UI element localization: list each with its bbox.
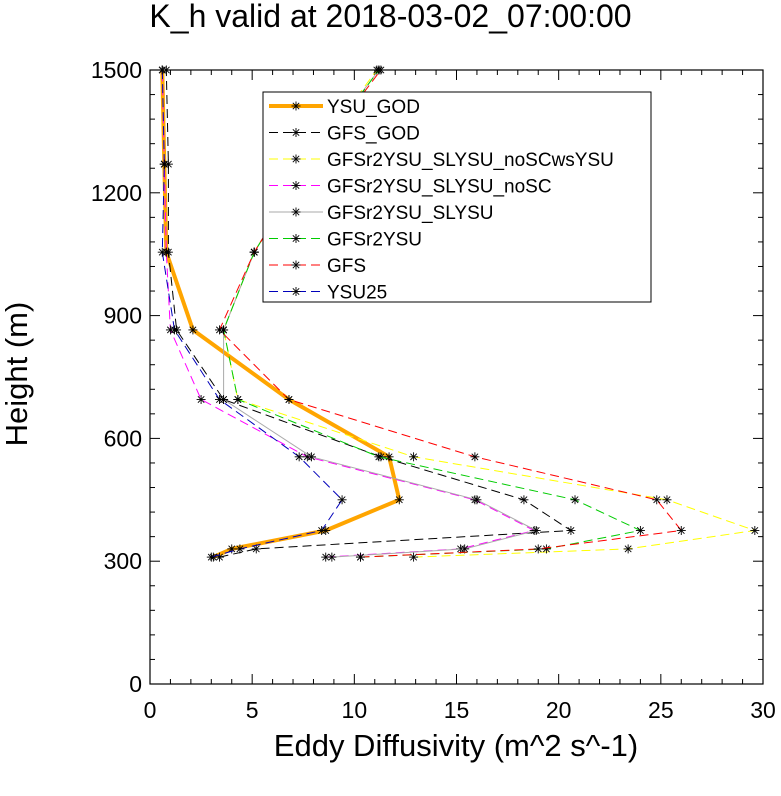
data-point-YSU25 [157, 247, 167, 257]
x-tick-label: 15 [444, 697, 470, 723]
legend-marker-GFS_GOD [291, 128, 301, 137]
y-tick-label: 600 [104, 425, 142, 451]
data-point-GFS [676, 526, 686, 535]
x-tick-label: 30 [750, 697, 776, 723]
x-tick-label: 5 [246, 697, 259, 723]
x-tick-label: 0 [144, 697, 157, 723]
y-tick-label: 300 [104, 548, 142, 574]
legend-label: GFS_GOD [327, 124, 420, 145]
data-point-YSU_GOD [227, 544, 237, 554]
legend-label: GFSr2YSU [327, 230, 422, 251]
series-line-GFS_GOD [165, 69, 572, 558]
data-point-GFS_GOD [519, 495, 529, 505]
y-tick-label: 1200 [91, 180, 142, 206]
data-point-GFS_GOD [566, 526, 576, 535]
data-point-GFSr2YSU [233, 395, 243, 405]
data-point-GFSr2YSU [570, 495, 580, 505]
legend-marker-YSU_GOD [291, 101, 301, 111]
legend-marker-GFS [291, 260, 301, 270]
legend-label: GFSr2YSU_SLYSU_noSC [327, 177, 552, 198]
data-point-YSU25 [170, 325, 180, 335]
x-tick-label: 10 [342, 697, 368, 723]
data-point-GFS [214, 325, 224, 335]
legend-marker-GFSr2YSU_SLYSU [291, 207, 301, 217]
data-point-YSU25 [159, 159, 169, 169]
data-point-GFSr2YSU_SLYSU_noSCwsYSU [750, 526, 760, 535]
legend-label: GFS [327, 256, 366, 277]
data-point-GFS [652, 495, 662, 505]
data-point-GFSr2YSU_SLYSU [531, 526, 541, 535]
series-line-GFS [219, 69, 682, 558]
data-point-GFS [355, 552, 365, 562]
y-axis-label: Height (m) [0, 301, 34, 447]
x-tick-label: 25 [648, 697, 674, 723]
data-point-GFS_GOD [214, 552, 224, 562]
data-point-GFS [533, 544, 543, 554]
data-point-GFSr2YSU_SLYSU_noSCwsYSU [623, 544, 633, 554]
data-point-YSU25 [214, 395, 224, 405]
data-point-GFSr2YSU [635, 526, 645, 535]
series-line-YSU25 [161, 69, 343, 558]
data-point-GFSr2YSU_SLYSU [306, 452, 316, 462]
y-tick-label: 1500 [91, 57, 142, 83]
data-point-GFS [470, 452, 480, 462]
legend-box [262, 91, 652, 303]
legend-marker-GFSr2YSU [291, 234, 301, 243]
series-line-GFSr2YSU_SLYSU_noSC [161, 69, 535, 558]
legend-marker-GFSr2YSU_SLYSU_noSCwsYSU [291, 154, 301, 164]
data-point-GFSr2YSU_SLYSU [472, 495, 482, 505]
data-point-GFSr2YSU_SLYSU_noSCwsYSU [409, 452, 419, 462]
x-axis-label: Eddy Diffusivity (m^2 s^-1) [273, 728, 639, 763]
legend-marker-GFSr2YSU_SLYSU_noSC [291, 181, 301, 190]
legend-label: YSU25 [327, 283, 387, 304]
y-tick-label: 900 [104, 303, 142, 329]
data-point-YSU25 [337, 495, 347, 505]
data-point-YSU25 [206, 552, 216, 562]
data-point-GFSr2YSU_SLYSU_noSC [196, 395, 206, 405]
y-tick-label: 0 [129, 671, 142, 697]
data-point-GFS [376, 65, 386, 75]
data-point-GFSr2YSU [374, 452, 384, 462]
data-point-YSU25 [235, 544, 245, 554]
data-point-GFS [284, 395, 294, 405]
data-point-GFSr2YSU_SLYSU [327, 552, 337, 562]
data-point-GFSr2YSU_SLYSU_noSCwsYSU [409, 552, 419, 562]
data-point-GFS_GOD [251, 544, 261, 554]
data-point-YSU25 [317, 526, 327, 535]
legend-label: GFSr2YSU_SLYSU [327, 203, 493, 224]
data-point-YSU_GOD [394, 495, 404, 505]
data-point-YSU25 [157, 65, 167, 75]
data-point-GFS [249, 247, 259, 257]
data-point-GFSr2YSU_SLYSU_noSCwsYSU [662, 495, 672, 505]
chart-title: K_h valid at 2018-03-02_07:00:00 [149, 0, 632, 34]
data-point-YSU_GOD [188, 325, 198, 335]
legend-label: YSU_GOD [327, 97, 420, 118]
data-point-GFSr2YSU [541, 544, 551, 554]
data-point-YSU25 [294, 452, 304, 462]
legend-marker-YSU25 [291, 287, 301, 296]
x-tick-label: 20 [546, 697, 572, 723]
series-line-YSU_GOD [160, 69, 402, 559]
legend-label: GFSr2YSU_SLYSU_noSCwsYSU [327, 150, 614, 171]
